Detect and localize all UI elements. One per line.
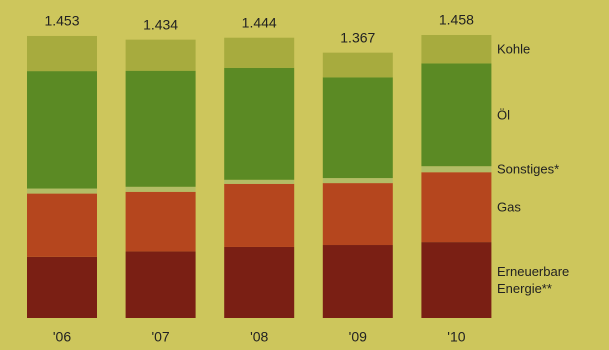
legend-label: Öl: [497, 107, 510, 123]
total-label: 1.453: [44, 13, 79, 29]
bar-segment: [322, 52, 393, 78]
total-label: 1.367: [340, 29, 375, 45]
bar-segment: [322, 245, 393, 318]
bar-segment: [27, 188, 97, 194]
legend-label: Gas: [497, 199, 521, 215]
bar-segment: [27, 35, 97, 72]
bar-segment: [125, 186, 196, 192]
bar-segment: [322, 183, 393, 246]
x-tick-label: '06: [53, 329, 71, 345]
bar-segment: [125, 39, 196, 71]
x-tick-label: '10: [447, 329, 465, 345]
bar-segment: [322, 178, 393, 184]
legend-label: Erneuerbare Energie**: [497, 264, 570, 297]
total-label: 1.458: [439, 12, 474, 28]
bar-segment: [224, 179, 295, 184]
bar-segment: [421, 166, 492, 173]
total-label: 1.434: [143, 16, 178, 32]
bar-segment: [421, 63, 492, 167]
bar-segment: [421, 242, 492, 318]
legend-label: Sonstiges*: [497, 161, 560, 177]
bar-segment: [421, 35, 492, 64]
bar-segment: [27, 256, 97, 318]
bar-segment: [27, 71, 97, 189]
bar-segment: [125, 251, 196, 318]
bar-segment: [125, 70, 196, 187]
total-label: 1.444: [242, 14, 277, 30]
x-tick-label: '08: [250, 329, 268, 345]
x-tick-label: '07: [151, 329, 169, 345]
bar-segment: [224, 37, 295, 68]
bar-segment: [224, 246, 295, 318]
bar-segment: [27, 193, 97, 257]
bar-segment: [224, 67, 295, 180]
bar-segment: [421, 172, 492, 243]
bar-segment: [224, 183, 295, 247]
bar-segment: [322, 77, 393, 179]
legend-label: Kohle: [497, 41, 531, 57]
bar-segment: [125, 191, 196, 252]
x-tick-label: '09: [349, 329, 367, 345]
